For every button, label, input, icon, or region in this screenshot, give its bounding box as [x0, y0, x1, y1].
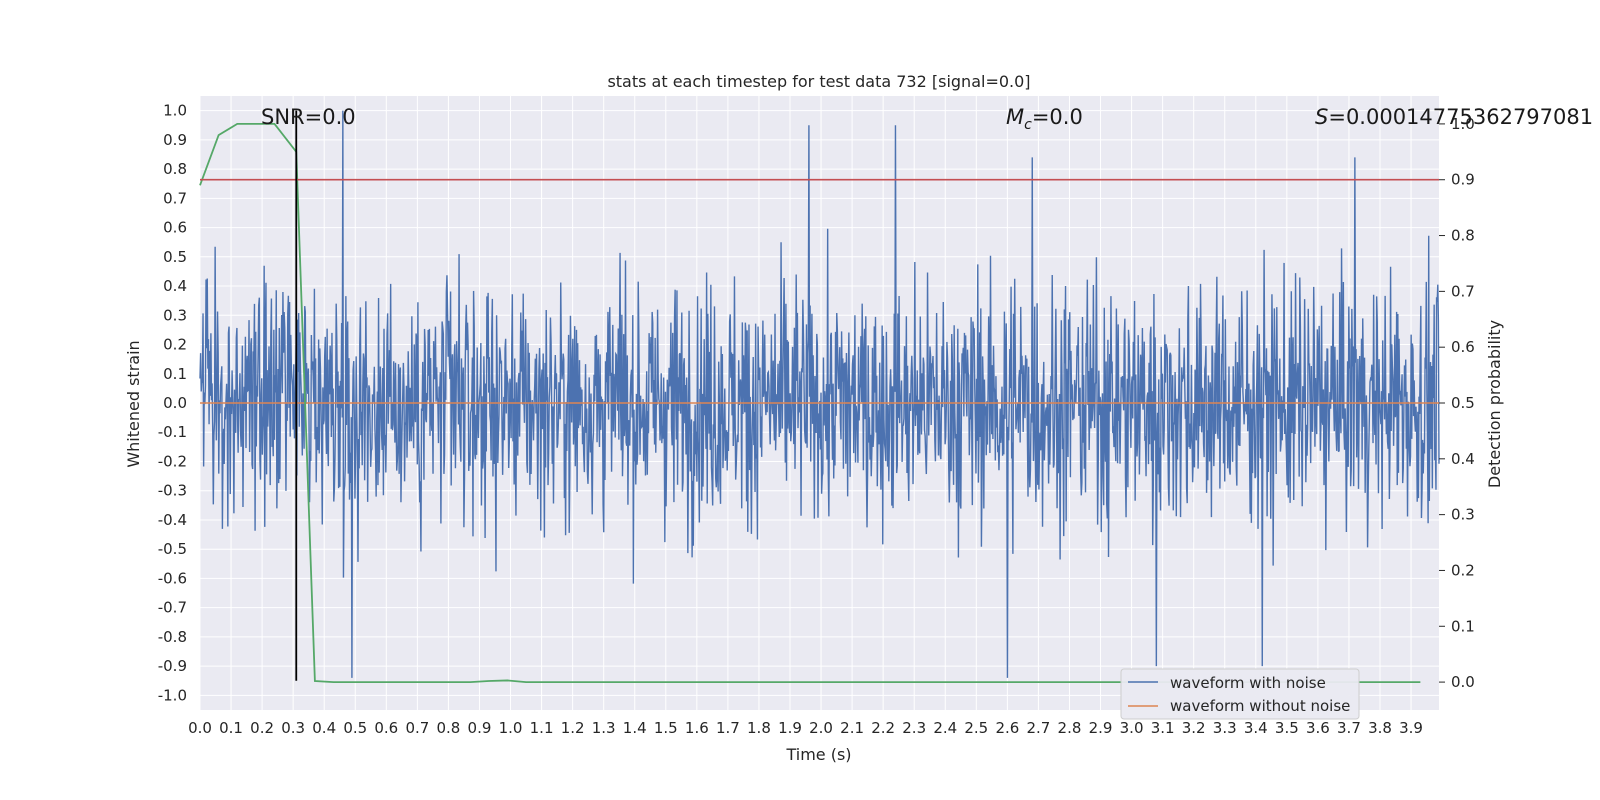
x-tick-label: 3.2	[1182, 719, 1206, 737]
y-tick-label: -0.1	[158, 423, 187, 441]
waveform-with-noise-line	[199, 110, 1440, 678]
y2-tick-label: 0.3	[1451, 506, 1475, 524]
y-tick-label: 0.5	[163, 248, 187, 266]
x-tick-label: 3.8	[1368, 719, 1392, 737]
y-axis-label: Whitened strain	[124, 340, 143, 467]
chart-title: stats at each timestep for test data 732…	[607, 72, 1030, 91]
x-tick-label: 3.0	[1120, 719, 1144, 737]
x-tick-label: 3.5	[1275, 719, 1299, 737]
x-tick-label: 2.2	[871, 719, 895, 737]
x-tick-label: 3.6	[1306, 719, 1330, 737]
x-tick-label: 1.5	[654, 719, 678, 737]
x-tick-label: 1.4	[623, 719, 647, 737]
annotation-snr: SNR=0.0	[261, 105, 356, 129]
x-axis-ticks: 0.0 0.1 0.2 0.3 0.4 0.5 0.6 0.7 0.8 0.9 1.0 1.1 1.2 1…	[188, 719, 1423, 737]
x-tick-label: 1.7	[716, 719, 740, 737]
series-detection-probability	[199, 123, 1421, 683]
x-tick-label: 0.3	[281, 719, 305, 737]
y2-tick-label: 0.7	[1451, 282, 1475, 300]
y-tick-label: -0.6	[158, 569, 187, 587]
x-tick-label: 0.9	[468, 719, 492, 737]
x-tick-label: 2.7	[1026, 719, 1050, 737]
y-axis-ticks: 1.0 0.9 0.8 0.7 0.6 0.5 0.4 0.3 0.2 0.1 0.0 -0.1 -0.…	[158, 102, 187, 705]
x-tick-label: 2.3	[902, 719, 926, 737]
y-tick-label: 1.0	[163, 102, 187, 120]
y-tick-label: -0.8	[158, 628, 187, 646]
y-tick-label: 0.7	[163, 189, 187, 207]
series-waveform-with-noise	[199, 110, 1440, 678]
y2-tick-label: 0.1	[1451, 617, 1475, 635]
y-tick-label: 0.6	[163, 219, 187, 237]
x-tick-label: 2.1	[840, 719, 864, 737]
y2-tick-label: 0.8	[1451, 227, 1475, 245]
x-tick-label: 0.4	[312, 719, 336, 737]
x-tick-label: 0.1	[219, 719, 243, 737]
x-tick-label: 1.3	[592, 719, 616, 737]
x-tick-label: 1.9	[778, 719, 802, 737]
x-tick-label: 3.3	[1213, 719, 1237, 737]
x-tick-label: 3.1	[1151, 719, 1175, 737]
legend: waveform with noise waveform without noi…	[1120, 668, 1360, 720]
annotation-mc: Mc=0.0	[1006, 105, 1083, 133]
detection-probability-line	[199, 123, 1421, 683]
legend-label-clean: waveform without noise	[1170, 697, 1350, 715]
x-tick-label: 0.0	[188, 719, 212, 737]
y2-axis-ticks: 1.0 0.9 0.8 0.7 0.6 0.5 0.4 0.3 0.2 0.1 0.0	[1439, 115, 1475, 691]
y-tick-label: 0.0	[163, 394, 187, 412]
y-tick-label: -1.0	[158, 686, 187, 704]
x-tick-label: 2.5	[964, 719, 988, 737]
x-tick-label: 0.5	[343, 719, 367, 737]
y2-tick-label: 0.2	[1451, 561, 1475, 579]
x-tick-label: 0.6	[374, 719, 398, 737]
y-tick-label: -0.9	[158, 657, 187, 675]
legend-label-noise: waveform with noise	[1170, 674, 1326, 692]
x-tick-label: 2.8	[1058, 719, 1082, 737]
y-tick-label: 0.3	[163, 306, 187, 324]
x-tick-label: 1.8	[747, 719, 771, 737]
y-tick-label: -0.3	[158, 482, 187, 500]
legend-box	[1120, 668, 1360, 720]
y2-tick-label: 1.0	[1451, 115, 1475, 133]
y-tick-label: 0.1	[163, 365, 187, 383]
annotation-s: S=0.00014775362797081	[1315, 105, 1593, 129]
x-tick-label: 2.9	[1089, 719, 1113, 737]
y-tick-label: 0.8	[163, 160, 187, 178]
x-tick-label: 0.2	[250, 719, 274, 737]
x-tick-label: 3.9	[1399, 719, 1423, 737]
x-tick-label: 0.7	[405, 719, 429, 737]
x-tick-label: 2.0	[809, 719, 833, 737]
x-tick-label: 2.6	[995, 719, 1019, 737]
y-tick-label: -0.7	[158, 599, 187, 617]
y-tick-label: 0.4	[163, 277, 187, 295]
y-tick-label: 0.9	[163, 131, 187, 149]
x-axis-label: Time (s)	[785, 745, 851, 764]
y-tick-label: 0.2	[163, 336, 187, 354]
y2-tick-label: 0.9	[1451, 171, 1475, 189]
y-tick-label: -0.2	[158, 452, 187, 470]
x-tick-label: 2.4	[933, 719, 957, 737]
y2-tick-label: 0.5	[1451, 394, 1475, 412]
x-tick-label: 3.7	[1337, 719, 1361, 737]
y2-tick-label: 0.6	[1451, 338, 1475, 356]
x-tick-label: 1.2	[561, 719, 585, 737]
y-tick-label: -0.4	[158, 511, 187, 529]
y2-tick-label: 0.0	[1451, 673, 1475, 691]
y2-tick-label: 0.4	[1451, 450, 1475, 468]
y-tick-label: -0.5	[158, 540, 187, 558]
x-tick-label: 1.1	[530, 719, 554, 737]
x-tick-label: 3.4	[1244, 719, 1268, 737]
y2-axis-label: Detection probability	[1485, 320, 1504, 488]
x-tick-label: 1.6	[685, 719, 709, 737]
x-tick-label: 1.0	[499, 719, 523, 737]
x-tick-label: 0.8	[436, 719, 460, 737]
